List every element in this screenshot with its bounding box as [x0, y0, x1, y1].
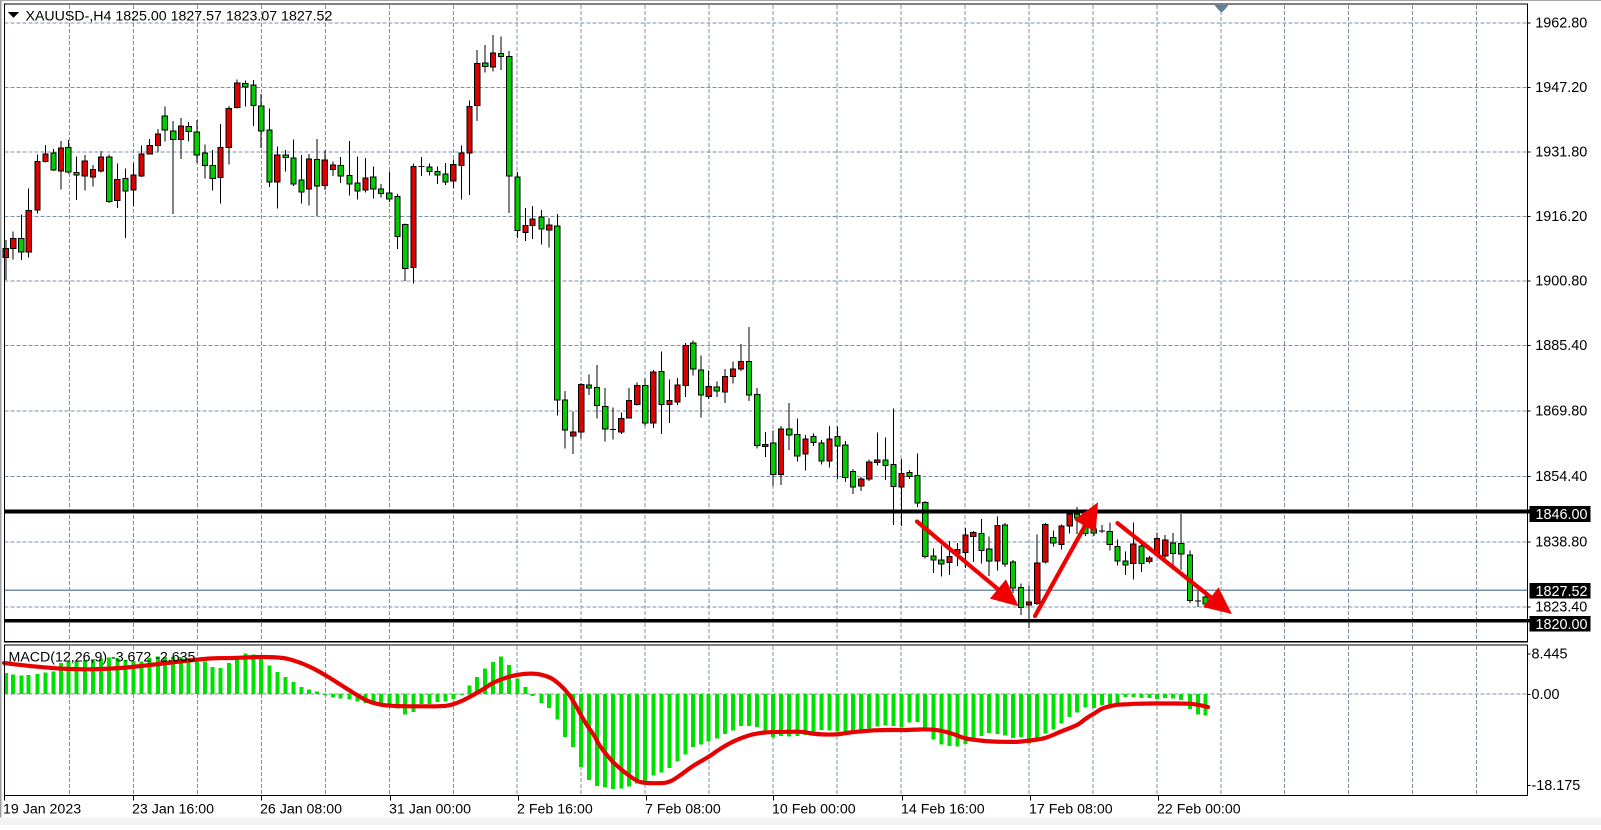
svg-text:1900.80: 1900.80	[1535, 274, 1587, 290]
svg-text:1854.40: 1854.40	[1535, 469, 1587, 485]
svg-text:1947.20: 1947.20	[1535, 80, 1587, 96]
svg-text:31 Jan 00:00: 31 Jan 00:00	[389, 802, 471, 818]
svg-text:14 Feb 16:00: 14 Feb 16:00	[901, 802, 985, 818]
svg-text:1846.00: 1846.00	[1536, 507, 1588, 523]
svg-text:XAUUSD-,H4 1825.00 1827.57 18: XAUUSD-,H4 1825.00 1827.57 1823.07 1827.…	[26, 9, 333, 25]
svg-text:10 Feb 00:00: 10 Feb 00:00	[772, 802, 856, 818]
svg-text:1827.52: 1827.52	[1536, 584, 1588, 600]
svg-text:23 Jan 16:00: 23 Jan 16:00	[132, 802, 214, 818]
svg-text:-18.175: -18.175	[1532, 778, 1581, 794]
svg-text:7 Feb 08:00: 7 Feb 08:00	[645, 802, 721, 818]
svg-text:2 Feb 16:00: 2 Feb 16:00	[517, 802, 593, 818]
svg-text:0.00: 0.00	[1532, 687, 1560, 703]
svg-text:26 Jan 08:00: 26 Jan 08:00	[260, 802, 342, 818]
svg-text:17 Feb 08:00: 17 Feb 08:00	[1029, 802, 1113, 818]
svg-text:1962.80: 1962.80	[1535, 16, 1587, 32]
svg-text:MACD(12,26,9) -3.672 -2.635: MACD(12,26,9) -3.672 -2.635	[9, 650, 196, 666]
svg-text:1931.80: 1931.80	[1535, 145, 1587, 161]
svg-text:19 Jan 2023: 19 Jan 2023	[3, 802, 81, 818]
svg-text:22 Feb 00:00: 22 Feb 00:00	[1157, 802, 1241, 818]
svg-text:8.445: 8.445	[1532, 646, 1568, 662]
svg-text:1885.40: 1885.40	[1535, 338, 1587, 354]
svg-text:1838.80: 1838.80	[1535, 535, 1587, 551]
svg-text:1823.40: 1823.40	[1535, 600, 1587, 616]
svg-text:1916.20: 1916.20	[1535, 209, 1587, 225]
svg-text:1869.80: 1869.80	[1535, 404, 1587, 420]
svg-text:1820.00: 1820.00	[1536, 617, 1588, 633]
